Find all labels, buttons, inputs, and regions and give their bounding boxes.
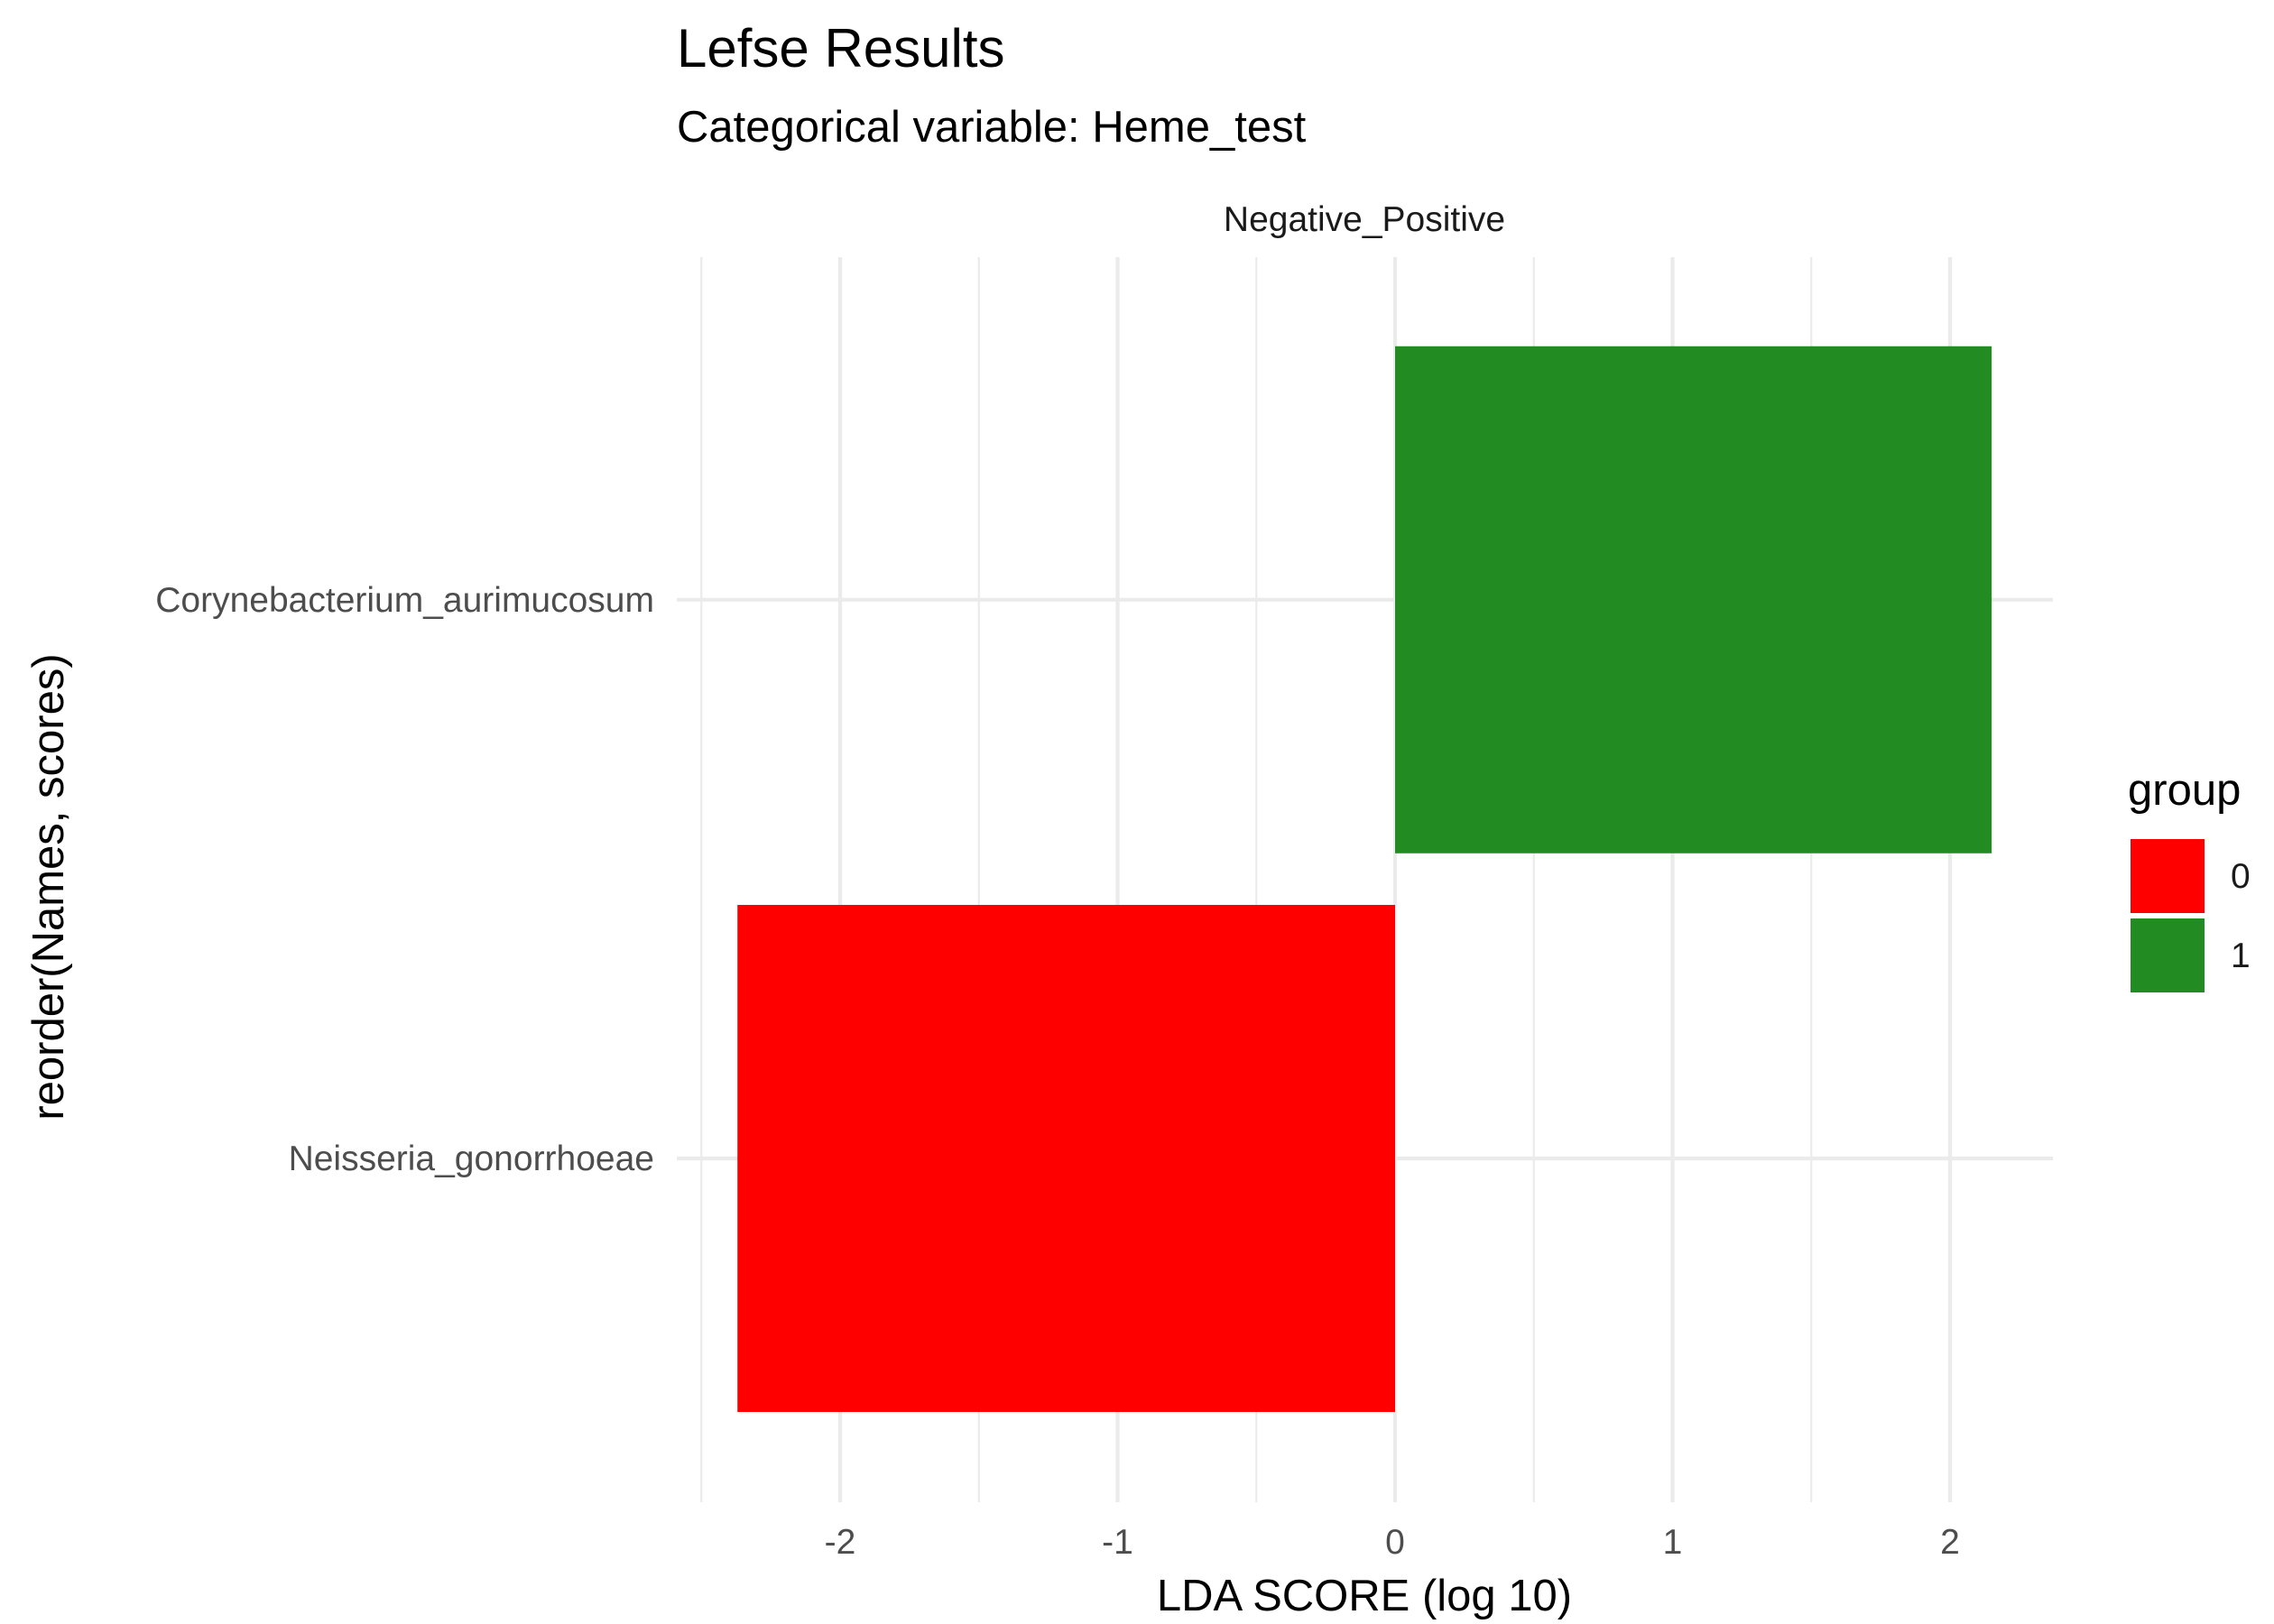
x-tick-label: -2 [825,1523,856,1562]
x-axis-title: LDA SCORE (log 10) [1157,1572,1572,1620]
x-tick-label: 1 [1663,1523,1683,1562]
x-tick-label: 2 [1940,1523,1960,1562]
chart-title: Lefse Results [677,18,1005,78]
y-tick-label: Neisseria_gonorrhoeae [289,1140,654,1178]
legend-key-1 [2131,918,2205,992]
y-axis-title: reorder(Names, scores) [24,653,73,1120]
chart-subtitle: Categorical variable: Heme_test [677,103,1307,152]
x-tick-label: 0 [1385,1523,1405,1562]
legend: group 0 1 [2128,766,2251,992]
y-axis-tick-labels: Corynebacterium_aurimucosum Neisseria_gon… [155,581,654,1178]
legend-key-0 [2131,839,2205,913]
legend-label: 0 [2231,857,2251,896]
plot-bars [737,346,1992,1412]
facet-strip-label: Negative_Positive [1224,200,1505,239]
x-axis-tick-labels: -2 -1 0 1 2 [825,1523,1960,1562]
x-tick-label: -1 [1102,1523,1133,1562]
y-tick-label: Corynebacterium_aurimucosum [155,581,654,620]
bar-neisseria-gonorrhoeae [737,904,1395,1412]
legend-label: 1 [2231,937,2251,975]
bar-corynebacterium-aurimucosum [1395,346,1992,854]
legend-title: group [2128,766,2241,815]
